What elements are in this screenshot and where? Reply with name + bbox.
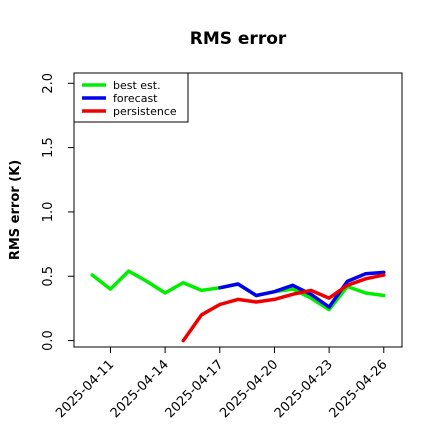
y-tick-label: 1.0 — [41, 202, 56, 223]
plot-area — [73, 72, 403, 348]
legend-label: forecast — [113, 92, 158, 105]
legend-label: best est. — [113, 79, 161, 92]
x-axis: 2025-04-112025-04-142025-04-172025-04-20… — [53, 347, 391, 421]
legend-label: persistence — [113, 105, 177, 118]
series-line-persistence — [181, 273, 386, 343]
y-tick-label: 1.5 — [41, 137, 56, 158]
series-layer — [90, 269, 386, 343]
y-axis: 0.0 0.5 1.0 1.5 2.0 — [41, 73, 74, 351]
x-tick-label: 2025-04-26 — [327, 357, 391, 421]
series-line-forecast — [218, 270, 386, 309]
y-tick-label: 0.5 — [41, 266, 56, 287]
chart-title: RMS error — [190, 29, 287, 49]
y-axis-label: RMS error (K) — [8, 160, 23, 260]
y-tick-label: 0.0 — [41, 330, 56, 351]
y-tick-label: 2.0 — [41, 73, 56, 94]
